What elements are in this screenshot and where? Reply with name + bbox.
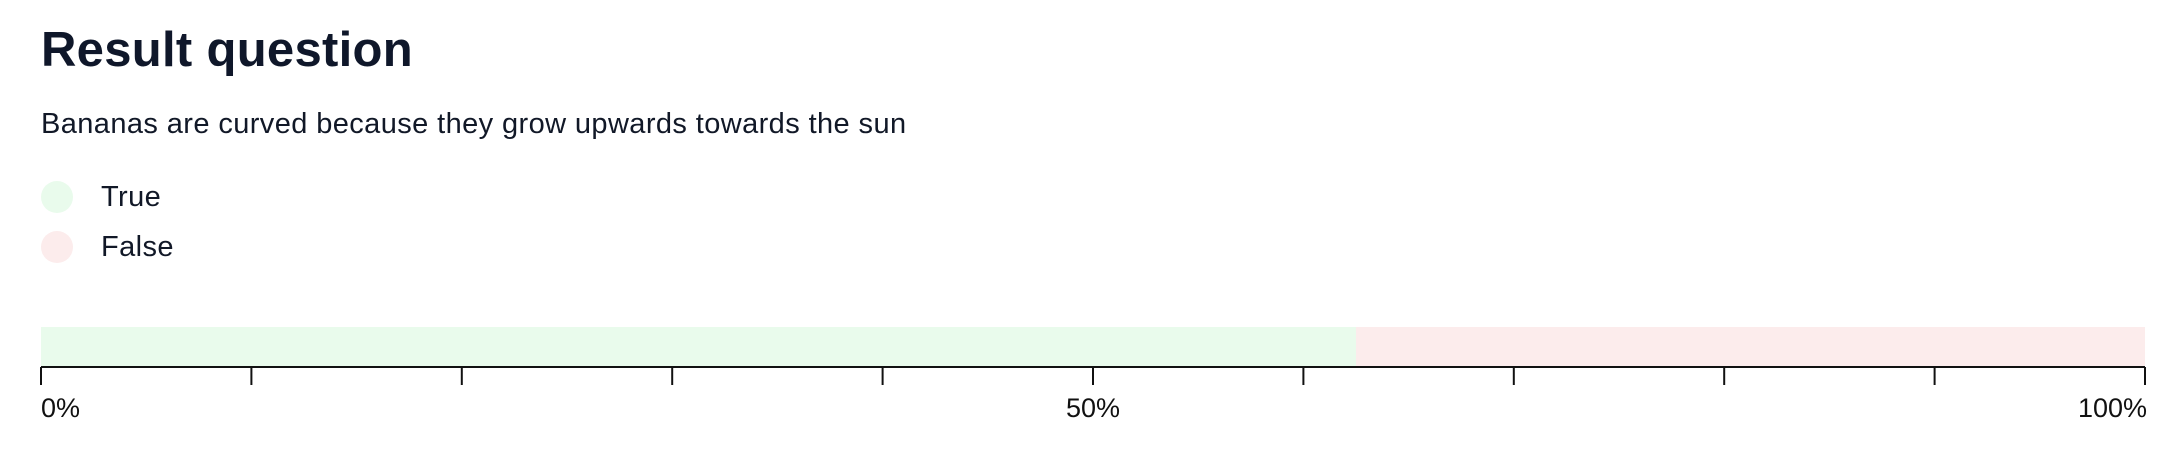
legend-swatch-false: [41, 231, 73, 263]
page-title: Result question: [41, 23, 414, 77]
legend-item-true: True: [41, 172, 174, 222]
legend-label-false: False: [101, 231, 174, 263]
legend-item-false: False: [41, 222, 174, 272]
legend-label-true: True: [101, 181, 162, 213]
legend-swatch-true: [41, 181, 73, 213]
tick-label: 0%: [41, 393, 80, 423]
tick-label: 100%: [2078, 393, 2147, 423]
bar-segment-true: [41, 327, 1356, 367]
legend: True False: [41, 172, 174, 272]
bar-segment-false: [1356, 327, 2145, 367]
result-bar-chart: 0% 50% 100%: [40, 327, 2147, 423]
question-text: Bananas are curved because they grow upw…: [41, 108, 907, 140]
tick-label: 50%: [1066, 393, 1120, 423]
